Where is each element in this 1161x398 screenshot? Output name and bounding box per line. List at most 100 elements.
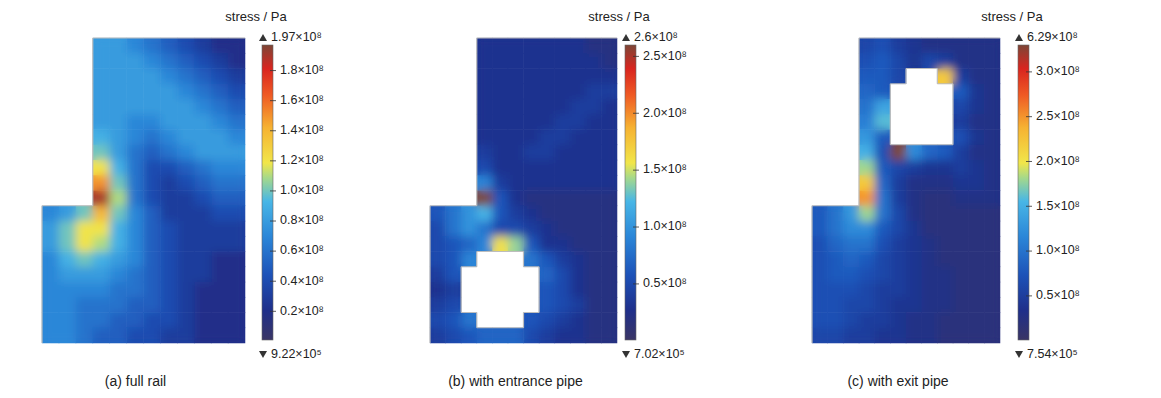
cell <box>586 282 602 298</box>
colorbar-tick <box>270 190 276 191</box>
cell <box>59 297 77 313</box>
cell-base <box>875 221 891 237</box>
cell <box>492 114 508 130</box>
cell <box>586 297 602 313</box>
cell <box>446 313 462 329</box>
cell <box>601 236 617 252</box>
cell-base <box>984 313 1000 329</box>
cell <box>524 191 540 207</box>
cell-base <box>461 313 477 329</box>
colorbar-tick-label: 0.2×10⁸ <box>280 304 324 318</box>
cell-base <box>586 313 602 329</box>
cell <box>93 53 111 69</box>
cell-base <box>570 282 586 298</box>
cell <box>953 282 969 298</box>
cell <box>492 130 508 146</box>
colorbar-tick-label: 2.5×10⁸ <box>1036 109 1080 123</box>
cell <box>144 160 162 176</box>
cell <box>953 145 969 161</box>
colorbar-tick-label: 0.8×10⁸ <box>280 213 324 227</box>
cell-base <box>461 206 477 222</box>
cell-base <box>859 191 875 207</box>
cell-base <box>984 114 1000 130</box>
cell <box>984 206 1000 222</box>
cell-base <box>194 282 212 298</box>
cell <box>228 252 246 268</box>
max-marker <box>1015 34 1023 41</box>
cell <box>555 267 571 283</box>
cell <box>492 221 508 237</box>
cell-base <box>937 38 953 54</box>
cell <box>446 282 462 298</box>
cell <box>160 130 178 146</box>
cell <box>984 160 1000 176</box>
cell <box>42 221 60 237</box>
cell <box>508 191 524 207</box>
cell-base <box>875 328 891 344</box>
min-label: 9.22×10⁵ <box>271 347 322 361</box>
cell-base <box>984 38 1000 54</box>
cell <box>539 53 555 69</box>
cell-base <box>906 252 922 268</box>
cell-base <box>539 297 555 313</box>
cell-base <box>446 282 462 298</box>
cell-base <box>144 313 162 329</box>
cell <box>492 160 508 176</box>
cell <box>906 297 922 313</box>
cell <box>570 175 586 191</box>
cell <box>110 53 128 69</box>
colorbar <box>262 45 273 340</box>
cell <box>127 145 145 161</box>
cell-base <box>144 130 162 146</box>
cell <box>177 38 195 54</box>
cell <box>93 130 111 146</box>
cell-base <box>984 206 1000 222</box>
cell <box>601 160 617 176</box>
cell-base <box>228 130 246 146</box>
cell-base <box>127 252 145 268</box>
cell-base <box>42 328 60 344</box>
cell-base <box>144 282 162 298</box>
cell-base <box>601 267 617 283</box>
cell <box>228 38 246 54</box>
cell-base <box>859 282 875 298</box>
cell <box>570 160 586 176</box>
cell-base <box>937 145 953 161</box>
cell <box>127 160 145 176</box>
cell <box>984 267 1000 283</box>
field-base <box>42 38 246 344</box>
cell-base <box>555 252 571 268</box>
cell-base <box>953 114 969 130</box>
cell-base <box>937 160 953 176</box>
cell-base <box>110 99 128 115</box>
colorbar-tick <box>270 311 276 312</box>
cell-base <box>875 313 891 329</box>
cell-base <box>160 114 178 130</box>
cell <box>93 38 111 54</box>
cell <box>477 328 493 344</box>
cell-base <box>906 175 922 191</box>
cell <box>477 130 493 146</box>
cell-base <box>228 328 246 344</box>
cell <box>859 282 875 298</box>
cell <box>59 313 77 329</box>
cell <box>953 175 969 191</box>
cell <box>211 236 229 252</box>
cell-base <box>570 69 586 85</box>
cell-base <box>859 160 875 176</box>
cell-base <box>508 38 524 54</box>
cell-base <box>144 236 162 252</box>
cell-base <box>194 191 212 207</box>
cell-base <box>984 69 1000 85</box>
cell <box>984 236 1000 252</box>
cell-base <box>194 236 212 252</box>
cell-base <box>446 328 462 344</box>
cell <box>492 328 508 344</box>
max-label: 6.29×10⁸ <box>1027 30 1078 44</box>
cell-base <box>859 99 875 115</box>
cell <box>555 252 571 268</box>
cell-base <box>953 130 969 146</box>
cell-base <box>524 313 540 329</box>
cell-base <box>524 114 540 130</box>
cell-base <box>906 160 922 176</box>
